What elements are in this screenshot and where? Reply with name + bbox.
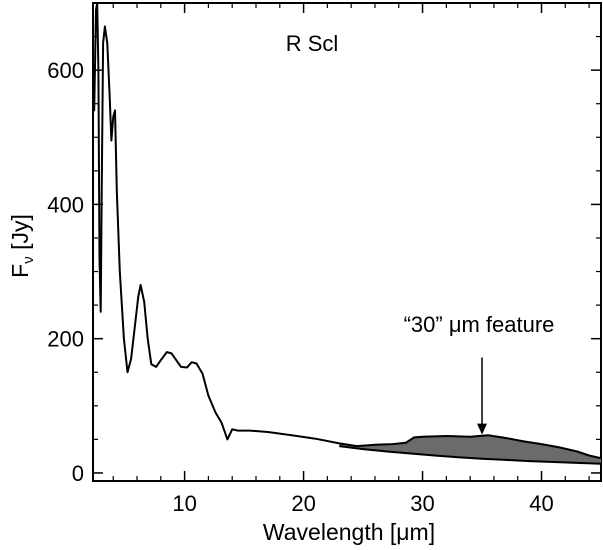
x-axis-title: Wavelength [μm] — [263, 519, 435, 545]
arrow-head — [477, 423, 488, 435]
y-tick-label: 200 — [47, 327, 84, 352]
series-line-layer — [92, 2, 602, 465]
y-tick-label: 400 — [47, 192, 84, 217]
y-axis-title-sub: ν — [20, 256, 37, 264]
y-axis-title: Fν [Jy] — [7, 214, 37, 278]
y-tick-label: 0 — [72, 461, 84, 486]
x-tick-label: 40 — [529, 491, 553, 516]
x-tick-label: 30 — [410, 491, 434, 516]
feature-arrow — [477, 357, 488, 435]
spectrum-line — [92, 2, 602, 460]
feature-fill-layer — [339, 435, 601, 464]
y-axis-title-unit: [Jy] — [7, 214, 33, 256]
x-tick-label: 20 — [291, 491, 315, 516]
y-tick-label: 600 — [47, 58, 84, 83]
chart-title: R Scl — [286, 31, 339, 56]
continuum-line — [339, 445, 602, 465]
y-axis-title-main: F — [7, 264, 33, 278]
feature-fill-area — [339, 435, 601, 464]
x-tick-label: 10 — [172, 491, 196, 516]
feature-annotation: “30” μm feature — [404, 312, 555, 337]
plot-frame — [92, 2, 602, 482]
